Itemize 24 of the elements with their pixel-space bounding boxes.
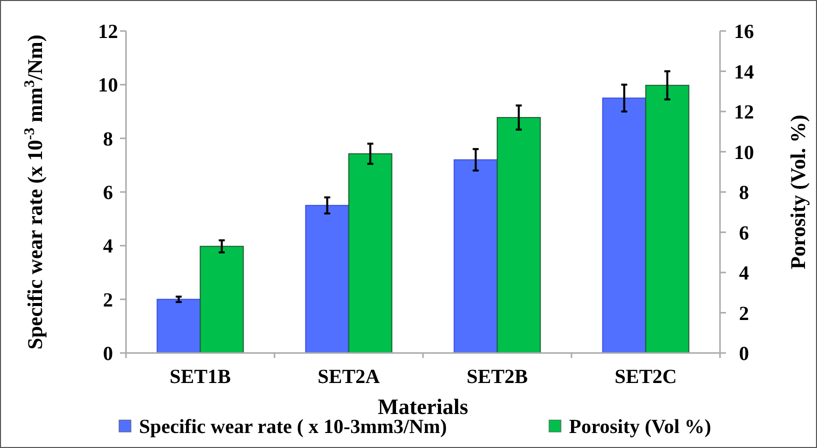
y2-tick-label: 2 bbox=[739, 302, 749, 325]
y-tick-label: 8 bbox=[103, 128, 113, 150]
y2-tick-label: 14 bbox=[734, 61, 754, 84]
y2-tick-label: 4 bbox=[739, 262, 749, 284]
y2-tick-label: 0 bbox=[739, 343, 749, 365]
x-tick-label: SET2C bbox=[614, 366, 677, 388]
y-tick-label: 12 bbox=[98, 21, 118, 43]
y-tick-label: 2 bbox=[103, 289, 113, 312]
y-tick-label: 6 bbox=[103, 182, 113, 204]
x-axis-title: Materials bbox=[378, 394, 469, 419]
y2-tick-label: 8 bbox=[739, 182, 749, 204]
x-tick-label: SET1B bbox=[170, 366, 231, 388]
y-tick-label: 10 bbox=[98, 74, 118, 97]
legend-label: Porosity (Vol %) bbox=[569, 416, 712, 438]
y-tick-label: 0 bbox=[103, 343, 113, 365]
x-tick-label: SET2B bbox=[466, 366, 528, 388]
y2-tick-label: 6 bbox=[739, 222, 749, 244]
y2-tick-label: 16 bbox=[734, 21, 754, 43]
y2-tick-label: 12 bbox=[734, 102, 754, 124]
y2-tick-label: 10 bbox=[734, 142, 754, 164]
x-tick-label: SET2A bbox=[318, 366, 380, 388]
y-tick-label: 4 bbox=[103, 236, 113, 258]
y2-axis-title: Porosity (Vol. %) bbox=[786, 114, 810, 270]
legend-label: Specific wear rate ( x 10-3mm3/Nm) bbox=[139, 416, 447, 438]
